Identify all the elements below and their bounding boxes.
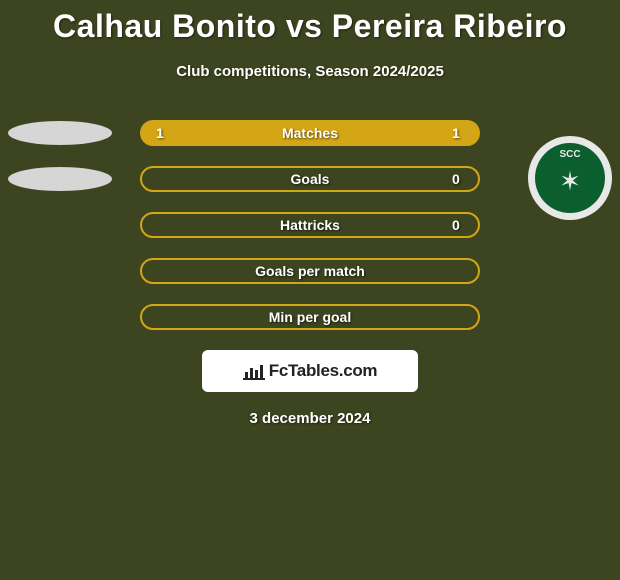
stat-label: Hattricks — [280, 217, 340, 233]
logo-text: FcTables.com — [269, 361, 378, 381]
stat-bar: Goals per match — [140, 258, 480, 284]
player-ellipse-left — [8, 167, 112, 191]
stat-label: Min per goal — [269, 309, 351, 325]
stat-label: Matches — [282, 125, 338, 141]
stat-value-right: 0 — [452, 217, 464, 233]
stat-row: Hattricks 0 — [0, 212, 620, 238]
stat-row: 1 Matches 1 — [0, 120, 620, 146]
club-badge: SCC ✶ — [528, 136, 612, 220]
stat-label: Goals — [291, 171, 330, 187]
stat-row: Goals per match — [0, 258, 620, 284]
stat-value-right: 0 — [452, 171, 464, 187]
fctables-logo[interactable]: FcTables.com — [202, 350, 418, 392]
page-title: Calhau Bonito vs Pereira Ribeiro — [0, 0, 620, 45]
star-icon: ✶ — [559, 166, 581, 197]
stat-value-right: 1 — [452, 125, 464, 141]
stat-row: Min per goal — [0, 304, 620, 330]
stat-label: Goals per match — [255, 263, 365, 279]
date-text: 3 december 2024 — [0, 410, 620, 427]
chart-icon — [243, 362, 265, 380]
stat-bar: Hattricks 0 — [140, 212, 480, 238]
stat-row: SCC✶Goals0 — [0, 166, 620, 192]
club-badge-text: SCC — [559, 149, 580, 160]
stat-bar: Min per goal — [140, 304, 480, 330]
stat-bar: 1 Matches 1 — [140, 120, 480, 146]
player-ellipse-left — [8, 121, 112, 145]
stats-container: 1 Matches 1 SCC ✶ Goals 0 Hattricks 0 Goals per m… — [0, 120, 620, 330]
stat-value-left: 1 — [156, 125, 168, 141]
stat-bar: Goals 0 — [140, 166, 480, 192]
subtitle: Club competitions, Season 2024/2025 — [0, 63, 620, 80]
